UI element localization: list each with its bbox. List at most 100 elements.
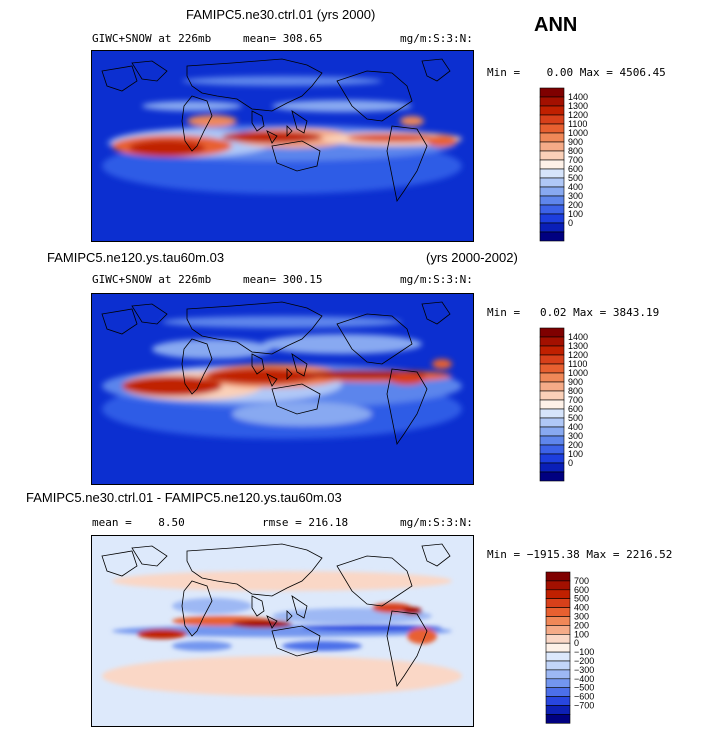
panel2-colorbar-tick-label: 900: [568, 377, 583, 387]
panel2-colorbar-tick-label: 500: [568, 413, 583, 423]
panel1-colorbar-swatch: [539, 159, 565, 170]
panel1-colorbar-swatch: [539, 141, 565, 152]
panel3-colorbar-tick-label: −300: [574, 665, 594, 675]
panel3-minmax: Min = −1915.38 Max = 2216.52: [487, 548, 673, 561]
panel1-colorbar-tick-label: 600: [568, 164, 583, 174]
panel3-colorbar-tick-label: 700: [574, 576, 589, 586]
panel3-colorbar-swatch: [545, 571, 571, 582]
panel2-colorbar-swatch: [539, 399, 565, 410]
panel2-mean: mean= 300.15: [243, 273, 323, 286]
panel3-colorbar-swatch: [545, 642, 571, 653]
panel1-colorbar-tick-label: 300: [568, 191, 583, 201]
panel1-colorbar-swatch: [539, 123, 565, 134]
panel2-colorbar-swatch: [539, 435, 565, 446]
panel2-title: FAMIPC5.ne120.ys.tau60m.03: [47, 250, 225, 265]
panel3-colorbar-swatch: [545, 598, 571, 608]
panel2-colorbar-swatch: [539, 345, 565, 356]
panel1-colorbar-swatch: [539, 168, 565, 179]
panel3-colorbar-tick-label: −200: [574, 656, 594, 666]
panel3-colorbar-tick-label: 200: [574, 620, 589, 630]
panel2-colorbar-tick-label: 700: [568, 395, 583, 405]
panel1-colorbar-swatch: [539, 195, 565, 206]
panel1-minmax: Min = 0.00 Max = 4506.45: [487, 66, 666, 79]
panel3-colorbar-swatch: [545, 705, 571, 715]
panel1-colorbar-swatch: [539, 186, 565, 197]
panel1-map-svg: [101, 58, 462, 202]
panel1-field-label: GIWC+SNOW at 226mb: [92, 32, 212, 45]
panel1-colorbar-swatch: [539, 114, 565, 125]
panel2-colorbar-tick-label: 1400: [568, 332, 588, 342]
panel3-colorbar-swatch: [545, 669, 571, 680]
panel3-colorbar-swatch: [545, 651, 571, 662]
panel3-colorbar-swatch: [545, 633, 571, 644]
panel3-colorbar-swatch: [545, 616, 571, 626]
panel1-colorbar-tick-label: 500: [568, 173, 583, 183]
panel3-colorbar-tick-label: 400: [574, 603, 589, 613]
panel2-map: [91, 293, 474, 485]
panel3-colorbar: 700 600 500 400 300 200 100 0 −100 −200 −300 −400 −5…: [545, 571, 606, 724]
panel3-title: FAMIPC5.ne30.ctrl.01 - FAMIPC5.ne120.ys.…: [26, 490, 342, 505]
panel3-colorbar-tick-label: 100: [574, 629, 589, 639]
panel3-colorbar-tick-label: −100: [574, 647, 594, 657]
panel2-colorbar-swatch: [539, 390, 565, 401]
panel1-colorbar-swatch: [539, 213, 565, 224]
panel3-colorbar-tick-label: 300: [574, 612, 589, 622]
panel1-colorbar-tick-label: 0: [568, 218, 573, 228]
season-label: ANN: [534, 14, 578, 36]
panel1-title: FAMIPC5.ne30.ctrl.01 (yrs 2000): [186, 7, 376, 22]
panel3-mean: mean = 8.50: [92, 516, 185, 529]
panel2-colorbar-tick-label: 800: [568, 386, 583, 396]
panel1-colorbar-tick-label: 1400: [568, 92, 588, 102]
panel1-colorbar-swatch: [539, 105, 565, 116]
panel1-colorbar-tick-label: 800: [568, 146, 583, 156]
panel1-colorbar-swatch: [539, 177, 565, 188]
panel2-colorbar-swatch: [539, 444, 565, 455]
panel3-colorbar-swatch: [545, 696, 571, 706]
panel2-colorbar-swatch: [539, 381, 565, 392]
panel3-colorbar-tick-label: −700: [574, 701, 594, 711]
panel3-colorbar-swatch: [545, 607, 571, 617]
panel3-colorbar-tick-label: 0: [574, 638, 579, 648]
panel3-colorbar-svg: 7006005004003002001000−100−200−300−400−5…: [545, 571, 594, 724]
panel1-colorbar-swatch: [539, 231, 565, 242]
panel2-colorbar-swatch: [539, 372, 565, 383]
panel2-colorbar-swatch: [539, 453, 565, 464]
panel1-colorbar-swatch: [539, 96, 565, 107]
panel3-map-svg: [101, 543, 462, 696]
panel3-colorbar-swatch: [545, 714, 571, 724]
panel3-colorbar-swatch: [545, 660, 571, 671]
panel1-colorbar-svg: 1400130012001100100090080070060050040030…: [539, 87, 588, 242]
panel1-colorbar-tick-label: 700: [568, 155, 583, 165]
panel2-colorbar-swatch: [539, 363, 565, 374]
panel2-minmax: Min = 0.02 Max = 3843.19: [487, 306, 660, 319]
panel1-colorbar-tick-label: 100: [568, 209, 583, 219]
panel3-colorbar-tick-label: −400: [574, 674, 594, 684]
panel3-map: [91, 535, 474, 727]
panel1-colorbar-swatch: [539, 222, 565, 233]
panel3-colorbar-swatch: [545, 625, 571, 635]
panel3-rmse: rmse = 216.18: [262, 516, 349, 529]
panel2-colorbar-tick-label: 1000: [568, 368, 588, 378]
panel3-colorbar-tick-label: −600: [574, 692, 594, 702]
panel2-colorbar-swatch: [539, 408, 565, 419]
panel2-colorbar-tick-label: 200: [568, 440, 583, 450]
panel2-colorbar-tick-label: 300: [568, 431, 583, 441]
panel2-colorbar-tick-label: 100: [568, 449, 583, 459]
panel1-colorbar-swatch: [539, 204, 565, 215]
panel2-colorbar-tick-label: 1200: [568, 350, 588, 360]
panel1-colorbar-tick-label: 1100: [568, 119, 587, 129]
panel2-map-svg: [101, 301, 462, 445]
panel2-colorbar-swatch: [539, 426, 565, 437]
panel1-units: mg/m:S:3:N:: [400, 32, 473, 45]
panel2-colorbar-tick-label: 0: [568, 458, 573, 468]
panel2-colorbar-tick-label: 400: [568, 422, 583, 432]
panel1-colorbar-tick-label: 1200: [568, 110, 588, 120]
panel3-colorbar-swatch: [545, 687, 571, 697]
panel3-colorbar-swatch: [545, 589, 571, 599]
panel1-colorbar-tick-label: 200: [568, 200, 583, 210]
panel2-colorbar-swatch: [539, 471, 565, 482]
panel2-colorbar-swatch: [539, 336, 565, 347]
panel2-colorbar-tick-label: 600: [568, 404, 583, 414]
panel2-colorbar-svg: 1400130012001100100090080070060050040030…: [539, 327, 588, 482]
panel2-colorbar-swatch: [539, 354, 565, 365]
